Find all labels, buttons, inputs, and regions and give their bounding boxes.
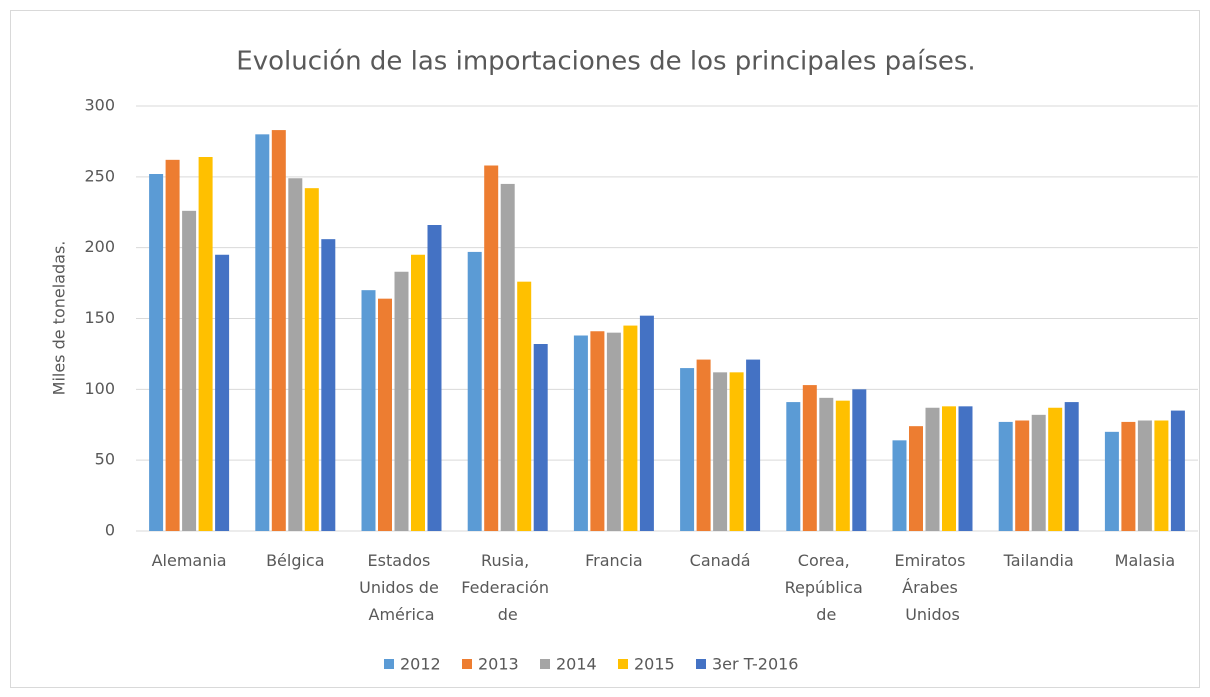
legend-swatch bbox=[696, 659, 706, 669]
bar bbox=[1048, 407, 1063, 531]
y-tick-label: 150 bbox=[84, 308, 115, 327]
bar bbox=[998, 421, 1013, 531]
bar bbox=[321, 239, 336, 531]
x-tick-label: Malasia bbox=[1115, 551, 1175, 570]
legend-swatch bbox=[618, 659, 628, 669]
bar bbox=[1104, 431, 1119, 531]
legend-label: 2012 bbox=[400, 655, 441, 674]
legend-label: 2015 bbox=[634, 655, 675, 674]
legend-swatch bbox=[384, 659, 394, 669]
bar bbox=[713, 372, 728, 531]
bar bbox=[696, 359, 711, 531]
bar bbox=[819, 397, 834, 531]
bar bbox=[1031, 414, 1046, 531]
y-tick-label: 300 bbox=[84, 96, 115, 115]
x-tick-label: Canadá bbox=[690, 551, 751, 570]
bar bbox=[198, 157, 213, 531]
x-tick-label: Emiratos Árabes Unidos bbox=[894, 551, 970, 624]
bar bbox=[590, 331, 605, 531]
bar bbox=[361, 290, 376, 531]
bar bbox=[427, 225, 442, 531]
bar bbox=[639, 315, 654, 531]
legend-swatch bbox=[462, 659, 472, 669]
bar bbox=[255, 134, 270, 532]
x-tick-label: Corea, República de bbox=[785, 551, 868, 624]
x-tick-label: Alemania bbox=[152, 551, 227, 570]
bar bbox=[533, 344, 548, 531]
bar bbox=[835, 400, 850, 531]
x-tick-label: Rusia, Federación de bbox=[461, 551, 554, 624]
y-tick-label: 250 bbox=[84, 166, 115, 185]
bar bbox=[1121, 421, 1136, 531]
bar bbox=[802, 385, 817, 531]
x-tick-label: Bélgica bbox=[266, 551, 324, 570]
y-tick-label: 0 bbox=[105, 521, 115, 540]
bar bbox=[892, 440, 907, 531]
y-tick-label: 200 bbox=[84, 237, 115, 256]
bar bbox=[786, 402, 801, 531]
bar bbox=[925, 407, 940, 531]
bar bbox=[394, 271, 409, 531]
bar bbox=[1154, 420, 1169, 531]
bar bbox=[149, 174, 164, 531]
bar bbox=[680, 368, 695, 531]
bar bbox=[746, 359, 761, 531]
bar bbox=[484, 165, 499, 531]
bar bbox=[182, 210, 197, 532]
y-tick-label: 100 bbox=[84, 379, 115, 398]
bar bbox=[958, 406, 973, 531]
bar bbox=[729, 372, 744, 531]
legend-swatch bbox=[540, 659, 550, 669]
bar bbox=[500, 183, 515, 531]
legend-label: 2014 bbox=[556, 655, 597, 674]
y-tick-label: 50 bbox=[95, 450, 115, 469]
bar bbox=[467, 251, 482, 531]
bar bbox=[1015, 420, 1030, 531]
bar bbox=[271, 130, 286, 532]
bar bbox=[517, 281, 532, 531]
bar bbox=[215, 254, 230, 531]
y-axis-label: Miles de toneladas. bbox=[50, 241, 69, 396]
legend-label: 3er T-2016 bbox=[712, 655, 798, 674]
bar bbox=[942, 406, 956, 531]
legend-label: 2013 bbox=[478, 655, 519, 674]
x-tick-label: Francia bbox=[585, 551, 643, 570]
bar bbox=[623, 325, 638, 531]
bar bbox=[165, 159, 180, 532]
bar bbox=[378, 298, 392, 531]
x-tick-label: Tailandia bbox=[1003, 551, 1074, 570]
bar bbox=[288, 178, 303, 531]
bar bbox=[606, 332, 621, 531]
bar bbox=[573, 335, 588, 531]
x-tick-label: Estados Unidos de América bbox=[359, 551, 444, 624]
bar bbox=[1064, 402, 1079, 531]
bar bbox=[304, 188, 319, 531]
bar bbox=[852, 389, 867, 531]
bar bbox=[411, 254, 425, 531]
bar bbox=[1170, 410, 1185, 531]
chart-title: Evolución de las importaciones de los pr… bbox=[236, 47, 975, 77]
bar bbox=[1137, 420, 1152, 531]
bar bbox=[909, 426, 923, 531]
